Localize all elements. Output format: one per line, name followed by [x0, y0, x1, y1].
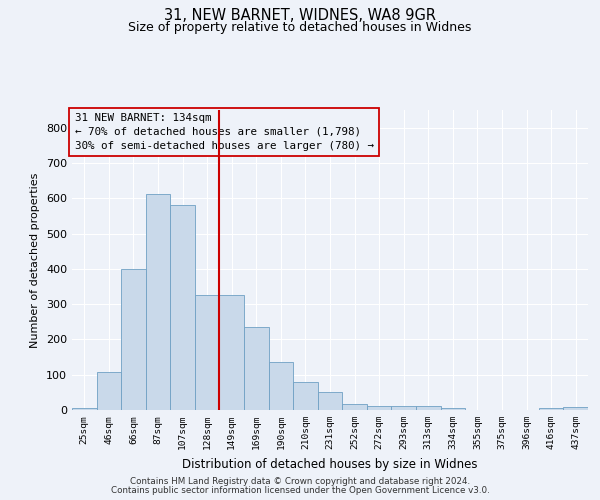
Text: 31, NEW BARNET, WIDNES, WA8 9GR: 31, NEW BARNET, WIDNES, WA8 9GR — [164, 8, 436, 22]
Text: Size of property relative to detached houses in Widnes: Size of property relative to detached ho… — [128, 21, 472, 34]
Text: 31 NEW BARNET: 134sqm
← 70% of detached houses are smaller (1,798)
30% of semi-d: 31 NEW BARNET: 134sqm ← 70% of detached … — [74, 113, 374, 151]
Bar — [220, 296, 244, 410]
Bar — [391, 406, 416, 410]
Bar — [539, 408, 563, 410]
Y-axis label: Number of detached properties: Number of detached properties — [31, 172, 40, 348]
Bar — [416, 406, 440, 410]
Bar — [293, 382, 318, 410]
Bar — [440, 408, 465, 410]
Bar — [97, 372, 121, 410]
Bar — [269, 362, 293, 410]
Bar — [72, 408, 97, 410]
Bar — [195, 296, 220, 410]
Text: Contains public sector information licensed under the Open Government Licence v3: Contains public sector information licen… — [110, 486, 490, 495]
X-axis label: Distribution of detached houses by size in Widnes: Distribution of detached houses by size … — [182, 458, 478, 470]
Bar — [563, 407, 588, 410]
Bar — [318, 392, 342, 410]
Bar — [121, 269, 146, 410]
Text: Contains HM Land Registry data © Crown copyright and database right 2024.: Contains HM Land Registry data © Crown c… — [130, 477, 470, 486]
Bar — [146, 194, 170, 410]
Bar — [342, 404, 367, 410]
Bar — [170, 204, 195, 410]
Bar — [367, 406, 391, 410]
Bar — [244, 326, 269, 410]
